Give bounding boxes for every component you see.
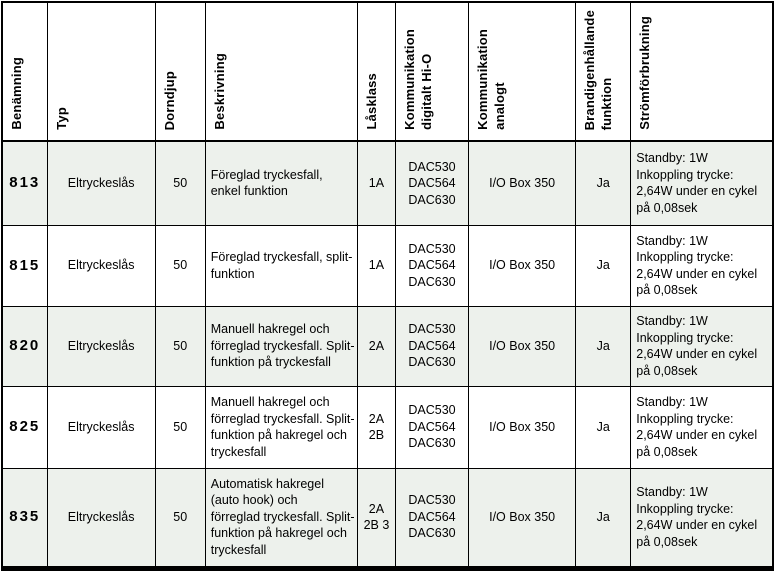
cell-benamning: 813 [1, 140, 48, 226]
cell-kommunikation-digitalt: DAC530 DAC564 DAC630 [394, 385, 470, 469]
table-row-835: 835 Eltryckeslås 50 Automatisk hakregel … [1, 467, 774, 569]
cell-stromforbrukning: Standby: 1W Inkoppling trycke: 2,64W und… [630, 140, 774, 226]
column-header-label: Kommunikation analogt [475, 29, 507, 130]
column-header-kommunikation-analogt: Kommunikation analogt [468, 1, 577, 142]
cell-kommunikation-analogt: I/O Box 350 [468, 467, 577, 569]
cell-benamning: 820 [1, 305, 48, 387]
cell-beskrivning: Manuell hakregel och förreglad tryckesfa… [204, 305, 358, 387]
cell-kommunikation-digitalt: DAC530 DAC564 DAC630 [394, 224, 470, 307]
cell-typ: Eltryckeslås [46, 224, 156, 307]
cell-beskrivning: Manuell hakregel och förreglad tryckesfa… [204, 385, 358, 469]
cell-stromforbrukning: Standby: 1W Inkoppling trycke: 2,64W und… [630, 385, 774, 469]
cell-typ: Eltryckeslås [46, 385, 156, 469]
column-header-label: Strömförbrukning [637, 16, 653, 130]
column-header-label: Låsklass [363, 73, 379, 130]
cell-benamning: 825 [1, 385, 48, 469]
cell-kommunikation-digitalt: DAC530 DAC564 DAC630 [394, 140, 470, 226]
cell-typ: Eltryckeslås [46, 467, 156, 569]
column-header-lasklass: Låsklass [356, 1, 396, 142]
cell-lasklass: 2A [356, 305, 396, 387]
table-row-815: 815 Eltryckeslås 50 Föreglad tryckesfall… [1, 224, 774, 307]
column-header-kommunikation-digitalt: Kommunikation digitalt Hi-O [394, 1, 470, 142]
cell-kommunikation-analogt: I/O Box 350 [468, 385, 577, 469]
table-row-825: 825 Eltryckeslås 50 Manuell hakregel och… [1, 385, 774, 469]
table-header-row: Benämning Typ Dorndjup Beskrivning Låskl… [1, 1, 774, 142]
cell-dorndjup: 50 [154, 140, 206, 226]
cell-stromforbrukning: Standby: 1W Inkoppling trycke: 2,64W und… [630, 224, 774, 307]
column-header-label: Kommunikation digitalt Hi-O [401, 29, 434, 130]
cell-dorndjup: 50 [154, 224, 206, 307]
table-row-813: 813 Eltryckeslås 50 Föreglad tryckesfall… [1, 140, 774, 226]
column-header-label: Beskrivning [211, 53, 227, 130]
cell-brandigenhallande: Ja [575, 305, 632, 387]
column-header-typ: Typ [46, 1, 156, 142]
cell-lasklass: 2A 2B [356, 385, 396, 469]
cell-dorndjup: 50 [154, 305, 206, 387]
column-header-benamning: Benämning [1, 1, 48, 142]
column-header-dorndjup: Dorndjup [154, 1, 206, 142]
cell-stromforbrukning: Standby: 1W Inkoppling trycke: 2,64W und… [630, 305, 774, 387]
cell-kommunikation-digitalt: DAC530 DAC564 DAC630 [394, 467, 470, 569]
cell-brandigenhallande: Ja [575, 140, 632, 226]
cell-brandigenhallande: Ja [575, 224, 632, 307]
column-header-label: Brandigenhållande funktion [582, 9, 615, 130]
cell-beskrivning: Föreglad tryckesfall, enkel funktion [204, 140, 358, 226]
cell-beskrivning: Automatisk hakregel (auto hook) och förr… [204, 467, 358, 569]
cell-dorndjup: 50 [154, 467, 206, 569]
cell-brandigenhallande: Ja [575, 467, 632, 569]
column-header-stromforbrukning: Strömförbrukning [630, 1, 774, 142]
cell-lasklass: 1A [356, 224, 396, 307]
cell-dorndjup: 50 [154, 385, 206, 469]
cell-kommunikation-analogt: I/O Box 350 [468, 224, 577, 307]
cell-stromforbrukning: Standby: 1W Inkoppling trycke: 2,64W und… [630, 467, 774, 569]
cell-typ: Eltryckeslås [46, 305, 156, 387]
cell-kommunikation-digitalt: DAC530 DAC564 DAC630 [394, 305, 470, 387]
column-header-label: Dorndjup [161, 70, 177, 130]
column-header-beskrivning: Beskrivning [204, 1, 358, 142]
cell-typ: Eltryckeslås [46, 140, 156, 226]
cell-kommunikation-analogt: I/O Box 350 [468, 140, 577, 226]
cell-lasklass: 1A [356, 140, 396, 226]
column-header-brandigenhallande: Brandigenhållande funktion [575, 1, 632, 142]
cell-benamning: 835 [1, 467, 48, 569]
table-row-820: 820 Eltryckeslås 50 Manuell hakregel och… [1, 305, 774, 387]
column-header-label: Typ [53, 107, 69, 130]
cell-brandigenhallande: Ja [575, 385, 632, 469]
column-header-label: Benämning [9, 57, 24, 130]
cell-beskrivning: Föreglad tryckesfall, split- funktion [204, 224, 358, 307]
cell-benamning: 815 [1, 224, 48, 307]
cell-kommunikation-analogt: I/O Box 350 [468, 305, 577, 387]
cell-lasklass: 2A 2B 3 [356, 467, 396, 569]
